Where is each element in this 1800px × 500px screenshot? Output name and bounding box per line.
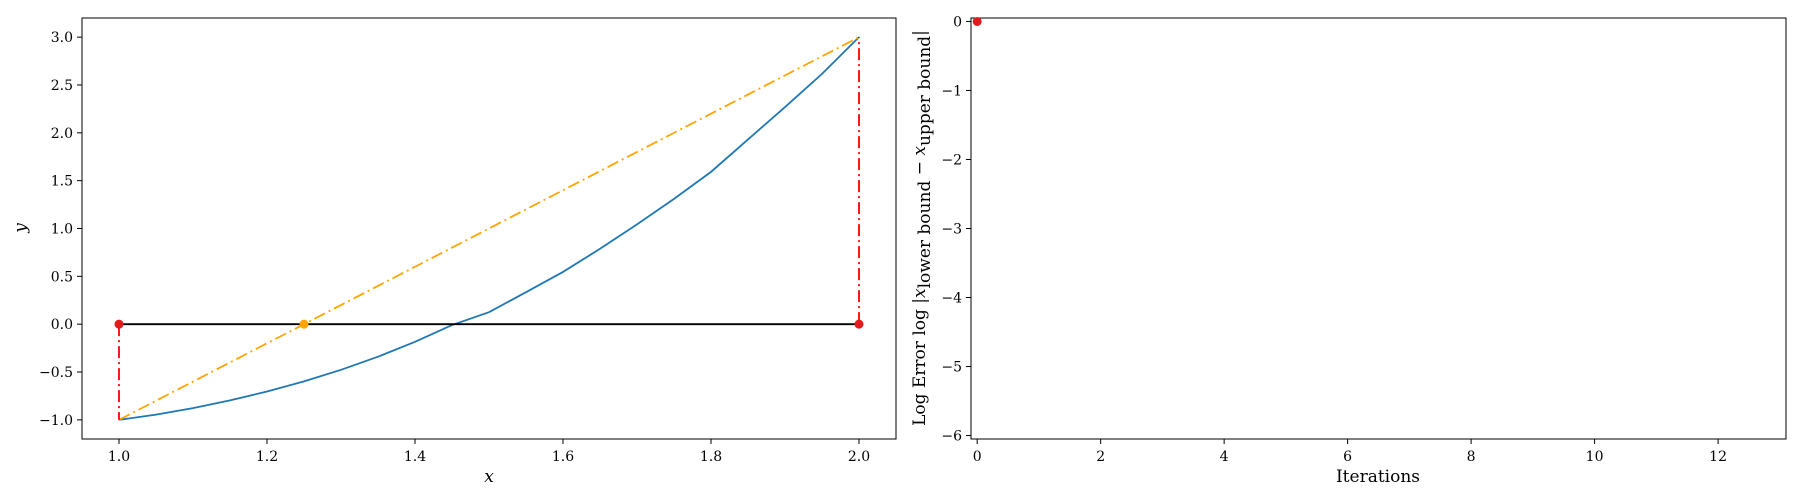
data-point	[972, 16, 982, 26]
data-point	[114, 319, 124, 329]
x-tick-label: 10	[1586, 449, 1604, 465]
x-tick-label: 4	[1220, 449, 1229, 465]
x-tick-label: 0	[973, 449, 982, 465]
right-y-axis-ticks: 0 −1 −2 −3 −4 −5 −6	[941, 14, 971, 445]
x-tick-label: 1.8	[700, 449, 722, 465]
right-y-axis-label: Log Error log |xlower bound − xupper bou…	[910, 30, 935, 426]
left-chart: 1.0 1.2 1.4 1.6 1.8 2.0 −1.0 −0.5 0.0 0.5 1.0 1.5 2…	[11, 17, 897, 487]
x-tick-label: 12	[1709, 449, 1727, 465]
y-tick-label: 2.0	[51, 126, 73, 142]
data-point	[299, 319, 309, 329]
x-tick-label: 6	[1343, 449, 1352, 465]
right-points	[972, 16, 982, 26]
right-plot-frame	[970, 17, 1787, 440]
right-chart: 0 2 4 6 8 10 12 0 −1 −2 −3 −4 −5 −6 Iterations Log E…	[910, 14, 1787, 487]
x-tick-label: 1.4	[404, 449, 426, 465]
x-tick-label: 1.6	[552, 449, 574, 465]
y-tick-label: −2	[941, 152, 962, 168]
y-tick-label: 0	[953, 14, 962, 30]
left-y-axis-ticks: −1.0 −0.5 0.0 0.5 1.0 1.5 2.0 2.5 3.0	[39, 30, 82, 429]
right-y-label-x1: x	[910, 288, 930, 298]
right-y-label-x2: x	[910, 146, 930, 156]
y-tick-label: −1.0	[39, 413, 73, 429]
y-tick-label: −6	[941, 429, 962, 445]
y-tick-label: 2.5	[51, 78, 73, 94]
secant-line	[118, 36, 860, 421]
right-x-axis-ticks: 0 2 4 6 8 10 12	[973, 439, 1727, 465]
data-point	[854, 319, 864, 329]
y-tick-label: 0.0	[51, 317, 73, 333]
y-tick-label: −3	[941, 222, 962, 238]
x-tick-label: 2	[1096, 449, 1105, 465]
left-x-axis-label: x	[484, 467, 494, 487]
y-tick-label: −5	[941, 360, 962, 376]
right-x-axis-label: Iterations	[1336, 467, 1420, 487]
right-y-label-prefix: Log Error log |	[910, 298, 930, 426]
left-points	[114, 319, 864, 329]
y-tick-label: −4	[941, 291, 962, 307]
function-curve	[118, 36, 860, 421]
y-tick-label: 1.5	[51, 174, 73, 190]
right-y-label-suffix: |	[910, 30, 930, 36]
y-tick-label: 0.5	[51, 269, 73, 285]
y-tick-label: 3.0	[51, 30, 73, 46]
x-tick-label: 8	[1467, 449, 1476, 465]
right-y-label-sub1: lower bound	[915, 181, 935, 289]
right-y-label-sub2: upper bound	[915, 36, 935, 146]
left-series-lines	[118, 36, 860, 421]
x-tick-label: 2.0	[848, 449, 870, 465]
left-x-axis-ticks: 1.0 1.2 1.4 1.6 1.8 2.0	[108, 439, 870, 465]
right-y-label-minus: −	[910, 156, 930, 181]
y-tick-label: −0.5	[39, 365, 73, 381]
x-tick-label: 1.2	[256, 449, 278, 465]
y-tick-label: −1	[941, 83, 962, 99]
y-tick-label: 1.0	[51, 222, 73, 238]
left-y-axis-label: y	[11, 223, 31, 234]
x-tick-label: 1.0	[108, 449, 130, 465]
